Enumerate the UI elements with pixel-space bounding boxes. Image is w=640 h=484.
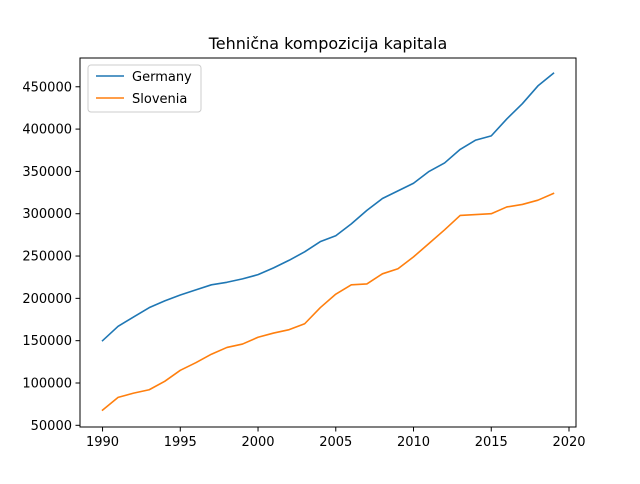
y-tick-label: 150000 — [22, 334, 72, 349]
x-tick-label: 2015 — [475, 435, 508, 450]
y-tick-label: 350000 — [22, 165, 72, 180]
y-tick-label: 50000 — [31, 419, 72, 434]
x-tick-label: 1990 — [86, 435, 119, 450]
x-tick-label: 2020 — [552, 435, 585, 450]
x-tick-label: 2000 — [241, 435, 274, 450]
legend: Germany Slovenia — [87, 64, 202, 113]
y-tick-label: 100000 — [22, 376, 72, 391]
x-tick-label: 2010 — [397, 435, 430, 450]
series-line-germany — [101, 72, 555, 342]
y-tick-label: 250000 — [22, 250, 72, 265]
y-tick-label: 400000 — [22, 123, 72, 138]
legend-label-slovenia: Slovenia — [132, 92, 187, 107]
y-tick-label: 300000 — [22, 207, 72, 222]
y-tick-label: 450000 — [22, 80, 72, 95]
series-line-slovenia — [101, 192, 555, 412]
legend-label-germany: Germany — [132, 70, 192, 85]
chart-title: Tehnična kompozicija kapitala — [208, 34, 448, 53]
x-tick-label: 2005 — [319, 435, 352, 450]
plot-area — [101, 72, 555, 412]
x-tick-label: 1995 — [164, 435, 197, 450]
axes: 1990 1995 2000 2005 2010 2015 2020 50000 100000 1… — [22, 57, 586, 450]
y-tick-label: 200000 — [22, 292, 72, 307]
axes-frame — [79, 57, 577, 428]
